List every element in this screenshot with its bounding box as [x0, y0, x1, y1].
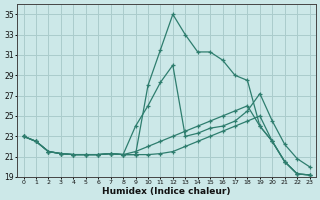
X-axis label: Humidex (Indice chaleur): Humidex (Indice chaleur): [102, 187, 231, 196]
